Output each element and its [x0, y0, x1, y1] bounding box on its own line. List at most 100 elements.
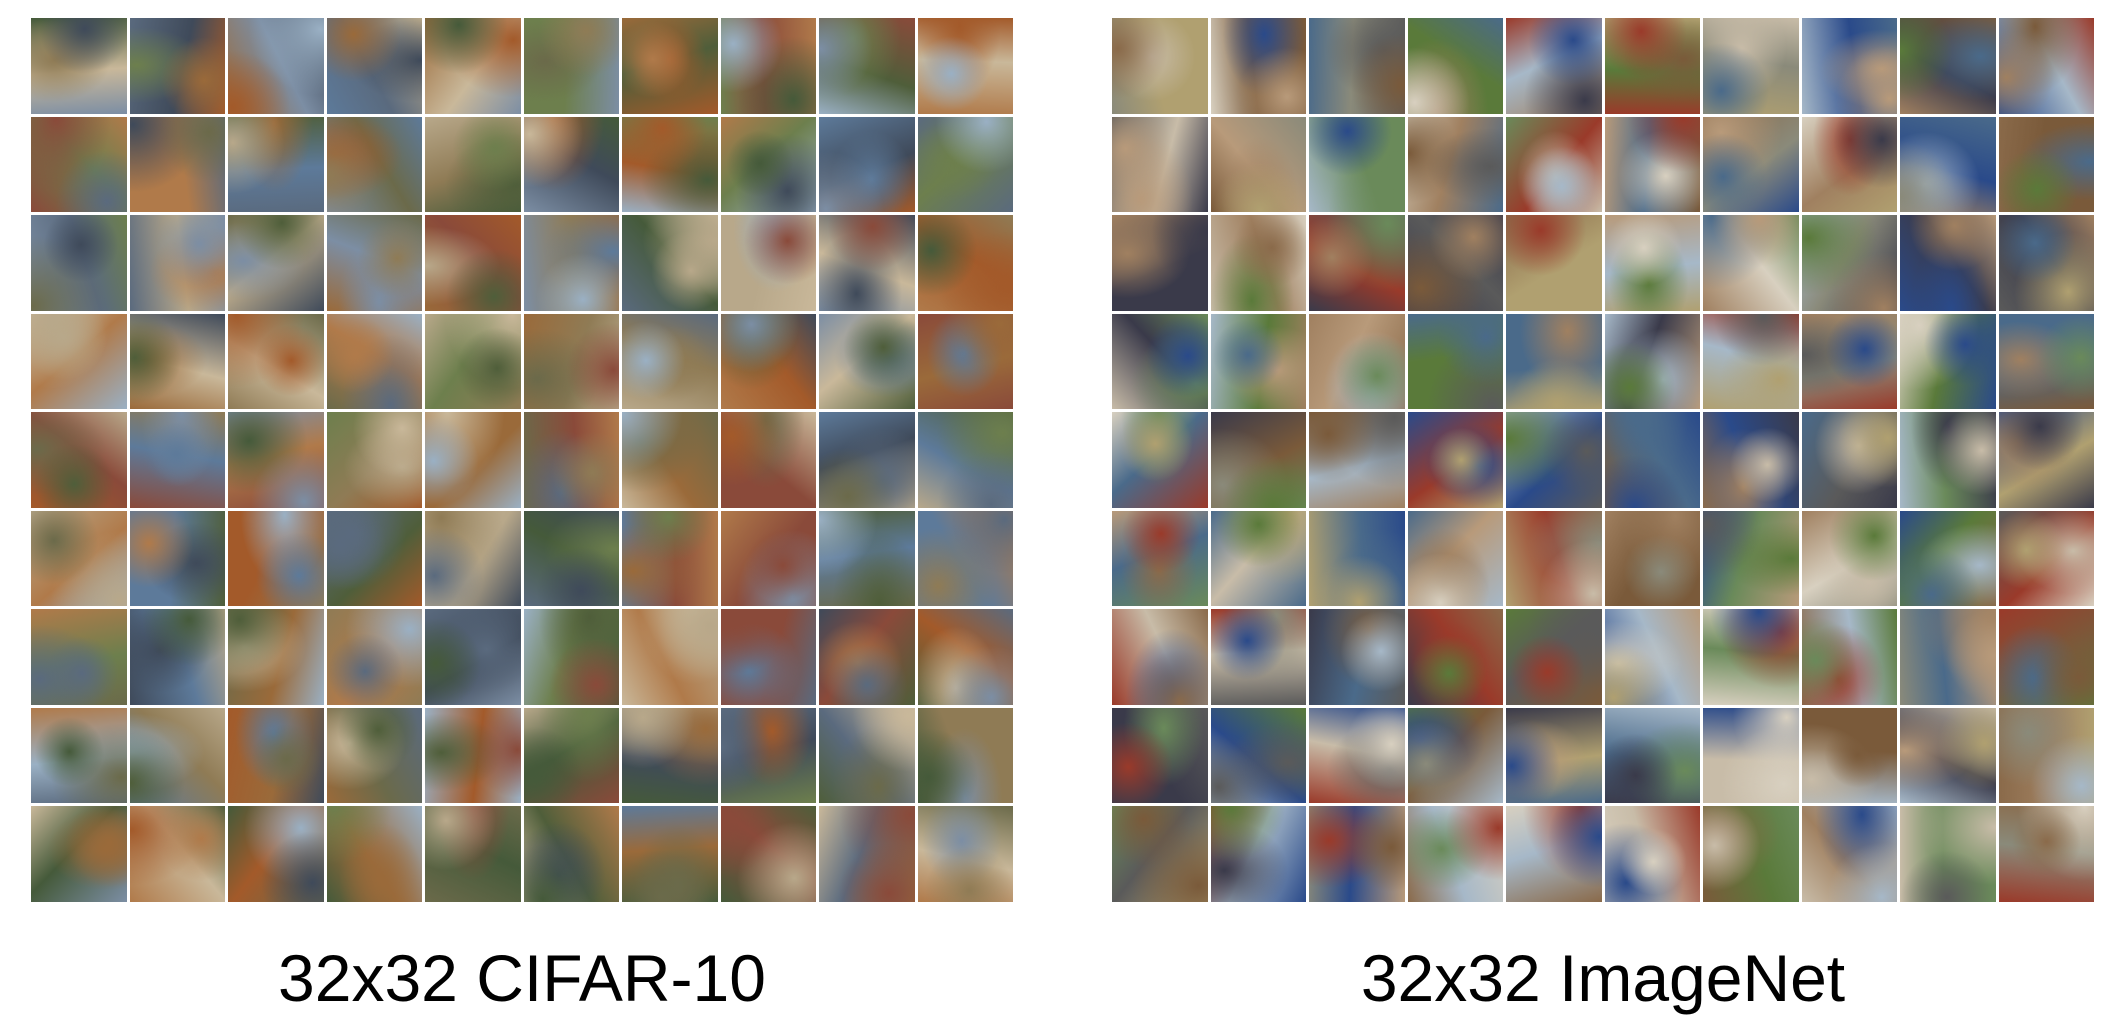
sample-image-tile: [1112, 707, 1208, 804]
sample-image-tile: [425, 707, 521, 804]
sample-image-tile: [1900, 806, 1996, 902]
sample-image-tile: [819, 510, 915, 607]
sample-image-tile: [1604, 707, 1700, 804]
sample-image-tile: [228, 116, 324, 213]
sample-image-tile: [523, 707, 619, 804]
sample-image-tile: [1703, 806, 1799, 902]
sample-image-tile: [917, 806, 1013, 902]
sample-image-tile: [1407, 116, 1503, 213]
sample-image-tile: [228, 18, 324, 114]
sample-image-tile: [819, 707, 915, 804]
sample-image-tile: [31, 18, 127, 114]
sample-image-tile: [1604, 116, 1700, 213]
cifar10-panel: 32x32 CIFAR-10: [31, 18, 1013, 1015]
sample-image-tile: [1703, 215, 1799, 311]
sample-image-tile: [129, 412, 225, 508]
sample-image-tile: [1407, 609, 1503, 705]
sample-image-tile: [622, 313, 718, 410]
sample-image-tile: [1998, 215, 2094, 311]
sample-image-tile: [917, 313, 1013, 410]
imagenet-caption: 32x32 ImageNet: [1360, 941, 1846, 1015]
sample-image-tile: [129, 18, 225, 114]
sample-image-tile: [1112, 313, 1208, 410]
sample-image-tile: [228, 510, 324, 607]
sample-image-tile: [1900, 510, 1996, 607]
sample-image-tile: [1506, 18, 1602, 114]
sample-image-tile: [326, 18, 422, 114]
sample-image-tile: [129, 806, 225, 902]
sample-image-tile: [31, 412, 127, 508]
sample-image-tile: [326, 707, 422, 804]
sample-image-tile: [1210, 313, 1306, 410]
sample-image-tile: [326, 116, 422, 213]
sample-image-tile: [1309, 707, 1405, 804]
sample-image-tile: [31, 707, 127, 804]
sample-image-tile: [1801, 215, 1897, 311]
sample-image-tile: [720, 116, 816, 213]
sample-image-tile: [326, 806, 422, 902]
sample-image-tile: [622, 510, 718, 607]
sample-image-tile: [1112, 18, 1208, 114]
sample-image-tile: [819, 18, 915, 114]
sample-image-tile: [1604, 609, 1700, 705]
sample-image-tile: [819, 215, 915, 311]
sample-image-tile: [819, 412, 915, 508]
sample-image-tile: [129, 609, 225, 705]
sample-image-tile: [819, 116, 915, 213]
sample-image-tile: [228, 412, 324, 508]
sample-image-tile: [917, 215, 1013, 311]
sample-image-tile: [1112, 609, 1208, 705]
sample-image-tile: [523, 18, 619, 114]
sample-image-tile: [31, 313, 127, 410]
sample-image-tile: [917, 510, 1013, 607]
sample-image-tile: [523, 412, 619, 508]
sample-image-tile: [720, 412, 816, 508]
sample-image-tile: [425, 806, 521, 902]
sample-image-tile: [425, 215, 521, 311]
sample-image-tile: [1998, 609, 2094, 705]
sample-image-tile: [1506, 510, 1602, 607]
sample-image-tile: [622, 215, 718, 311]
sample-image-tile: [720, 313, 816, 410]
sample-image-tile: [523, 215, 619, 311]
sample-image-tile: [425, 510, 521, 607]
sample-image-tile: [1703, 412, 1799, 508]
sample-image-tile: [622, 412, 718, 508]
sample-image-tile: [523, 609, 619, 705]
sample-image-tile: [917, 18, 1013, 114]
sample-image-tile: [819, 313, 915, 410]
sample-image-tile: [1801, 18, 1897, 114]
sample-image-tile: [1210, 609, 1306, 705]
sample-image-tile: [1703, 707, 1799, 804]
cifar10-sample-grid: [31, 18, 1013, 902]
sample-image-tile: [129, 116, 225, 213]
sample-image-tile: [1801, 116, 1897, 213]
sample-image-tile: [31, 806, 127, 902]
sample-image-tile: [1801, 609, 1897, 705]
sample-image-tile: [1506, 412, 1602, 508]
sample-image-tile: [1407, 412, 1503, 508]
sample-image-tile: [1210, 18, 1306, 114]
sample-image-tile: [720, 707, 816, 804]
sample-image-tile: [1506, 609, 1602, 705]
sample-image-tile: [720, 609, 816, 705]
sample-image-tile: [1900, 609, 1996, 705]
sample-image-tile: [1900, 116, 1996, 213]
sample-image-tile: [1703, 18, 1799, 114]
sample-image-tile: [1112, 510, 1208, 607]
sample-image-tile: [326, 609, 422, 705]
sample-image-tile: [1112, 412, 1208, 508]
sample-image-tile: [1801, 806, 1897, 902]
sample-image-tile: [31, 215, 127, 311]
sample-image-tile: [1604, 313, 1700, 410]
sample-image-tile: [228, 806, 324, 902]
sample-image-tile: [819, 609, 915, 705]
sample-image-tile: [1309, 806, 1405, 902]
sample-image-tile: [1703, 116, 1799, 213]
sample-image-tile: [622, 18, 718, 114]
sample-image-tile: [425, 116, 521, 213]
sample-image-tile: [1112, 806, 1208, 902]
sample-image-tile: [1801, 412, 1897, 508]
sample-image-tile: [1506, 707, 1602, 804]
sample-image-tile: [326, 215, 422, 311]
